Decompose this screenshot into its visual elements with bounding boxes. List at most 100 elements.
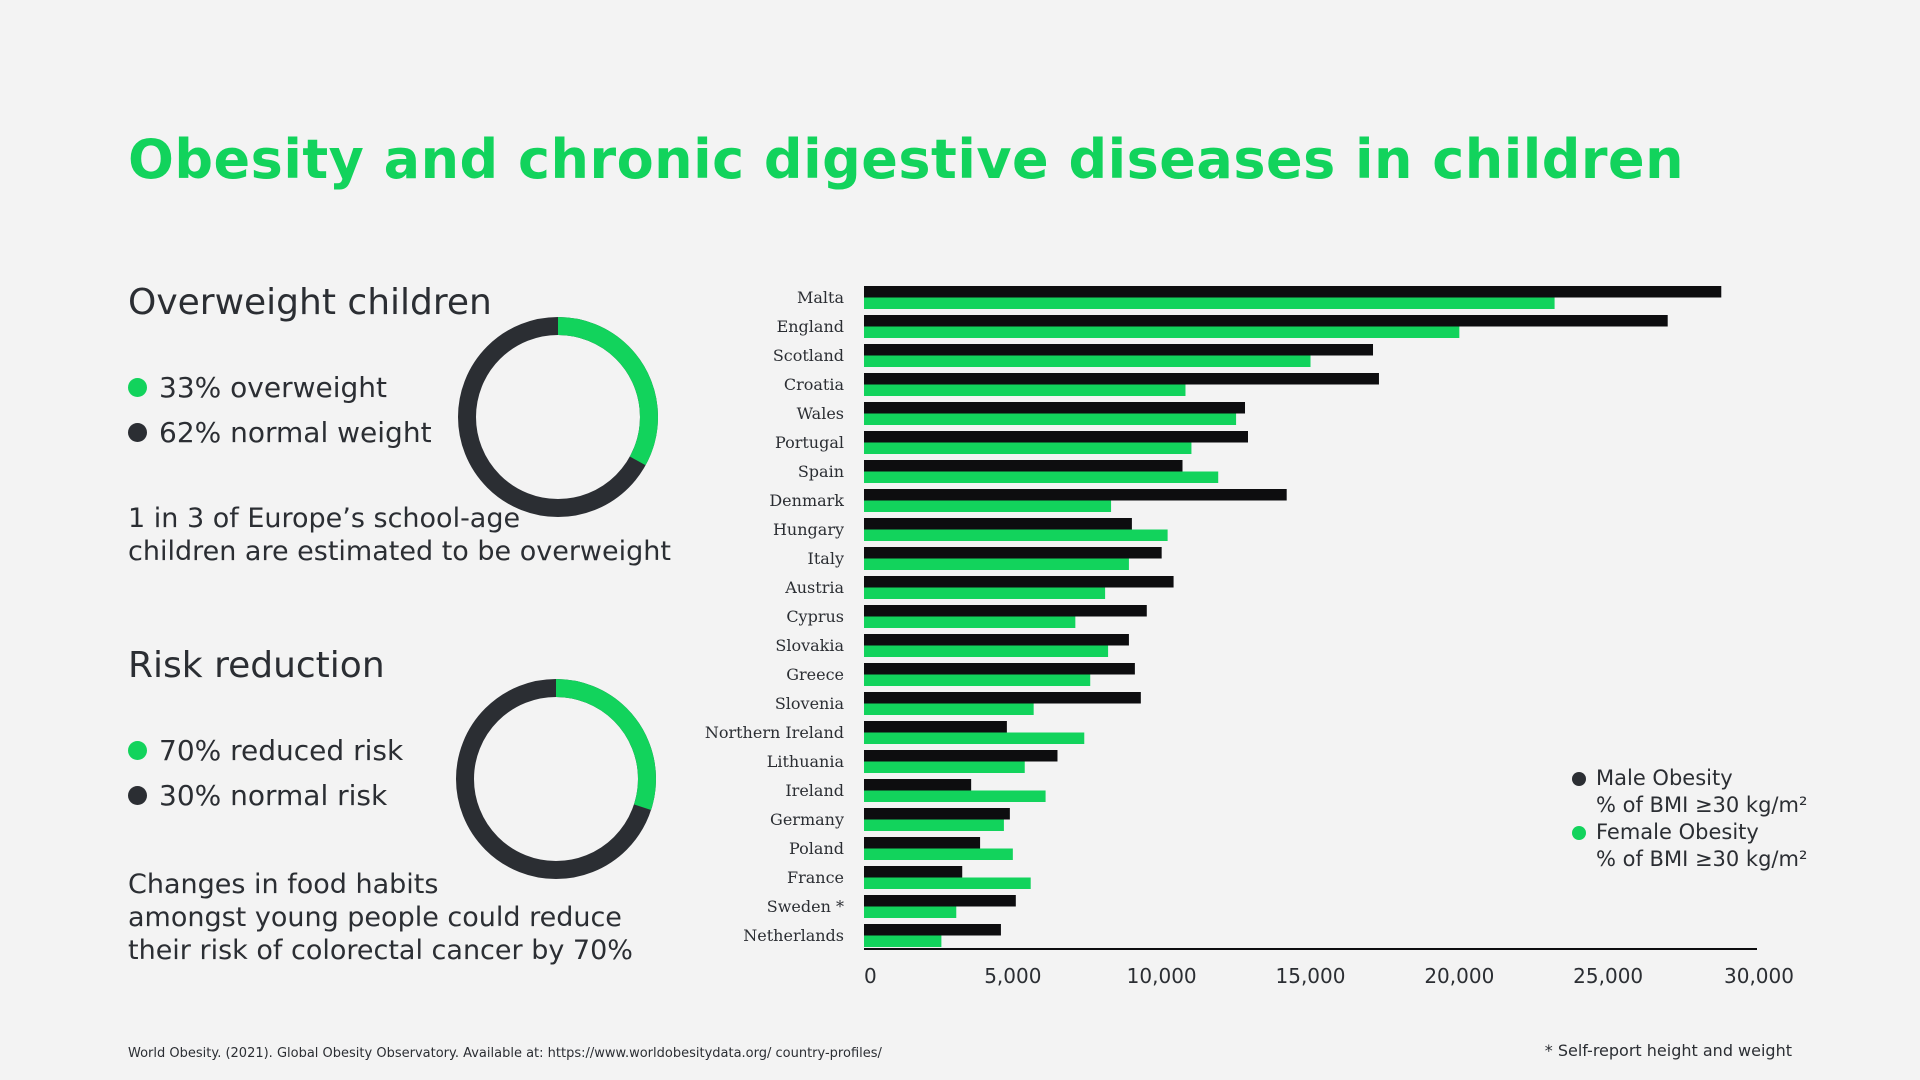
bar-female: [864, 558, 1129, 570]
normal-risk-legend-item: 30% normal risk: [128, 779, 387, 812]
x-tick-label: 25,000: [1573, 964, 1643, 988]
bar-female: [864, 703, 1034, 715]
chart-legend: Male Obesity % of BMI ≥30 kg/m² Female O…: [1572, 765, 1807, 873]
category-label: Hungary: [773, 520, 844, 539]
category-label: France: [787, 868, 844, 887]
category-label: Slovakia: [775, 636, 844, 655]
category-label: Croatia: [784, 375, 845, 394]
legend-series-name: Female Obesity: [1596, 820, 1759, 844]
page-title: Obesity and chronic digestive diseases i…: [128, 128, 1685, 191]
x-tick-label: 15,000: [1276, 964, 1346, 988]
bar-male: [864, 431, 1248, 443]
category-label: Greece: [786, 665, 844, 684]
bar-male: [864, 605, 1147, 617]
overweight-legend-item: 33% overweight: [128, 371, 387, 404]
bar-female: [864, 355, 1311, 367]
bar-female: [864, 906, 957, 918]
reduced-risk-legend-label: 70% reduced risk: [159, 734, 404, 767]
bar-female: [864, 848, 1013, 860]
overweight-heading: Overweight children: [128, 282, 492, 323]
description-line: amongst young people could reduce: [128, 902, 622, 933]
legend-female-obesity: Female Obesity % of BMI ≥30 kg/m²: [1572, 819, 1807, 873]
bar-male: [864, 460, 1183, 472]
bar-female: [864, 790, 1046, 802]
bar-female: [864, 645, 1109, 657]
bar-male: [864, 547, 1162, 559]
bar-female: [864, 326, 1460, 338]
bar-female: [864, 587, 1106, 599]
bar-female: [864, 819, 1004, 831]
bar-female: [864, 442, 1192, 454]
overweight-legend-label: 33% overweight: [159, 371, 387, 404]
category-label: Netherlands: [743, 926, 844, 945]
category-label: England: [777, 317, 844, 336]
overweight-description: 1 in 3 of Europe’s school-age children a…: [128, 502, 671, 568]
bar-female: [864, 384, 1186, 396]
x-tick-label: 30,000: [1724, 964, 1794, 988]
bar-female: [864, 471, 1219, 483]
bar-female: [864, 616, 1076, 628]
bar-male: [864, 692, 1141, 704]
bar-male: [864, 518, 1132, 530]
bar-female: [864, 935, 942, 947]
category-label: Ireland: [785, 781, 844, 800]
donut-arc-reduced-risk: [456, 679, 656, 879]
category-label: Malta: [797, 288, 844, 307]
legend-series-name: Male Obesity: [1596, 766, 1733, 790]
bar-female: [864, 674, 1091, 686]
bar-male: [864, 576, 1174, 588]
description-line: 1 in 3 of Europe’s school-age: [128, 503, 521, 534]
bar-male: [864, 779, 972, 791]
legend-series-unit: % of BMI ≥30 kg/m²: [1596, 847, 1808, 871]
bar-male: [864, 808, 1010, 820]
description-line: their risk of colorectal cancer by 70%: [128, 935, 633, 966]
normal-weight-legend-item: 62% normal weight: [128, 416, 432, 449]
category-label: Denmark: [769, 491, 844, 510]
bar-male: [864, 373, 1379, 385]
category-label: Italy: [808, 549, 844, 568]
category-label: Germany: [770, 810, 844, 829]
bar-female: [864, 413, 1237, 425]
green-dot-icon: [128, 741, 147, 760]
dark-dot-icon: [1572, 772, 1586, 786]
category-label: Wales: [797, 404, 844, 423]
reduced-risk-legend-item: 70% reduced risk: [128, 734, 403, 767]
bar-female: [864, 529, 1168, 541]
category-label: Cyprus: [786, 607, 844, 626]
bar-female: [864, 877, 1031, 889]
bar-male: [864, 721, 1007, 733]
normal-risk-legend-label: 30% normal risk: [159, 779, 388, 812]
bar-male: [864, 837, 981, 849]
bar-female: [864, 297, 1555, 309]
legend-male-obesity: Male Obesity % of BMI ≥30 kg/m²: [1572, 765, 1807, 819]
normal-weight-legend-label: 62% normal weight: [159, 416, 432, 449]
x-tick-label: 10,000: [1127, 964, 1197, 988]
x-tick-label: 0: [864, 964, 877, 988]
risk-heading: Risk reduction: [128, 645, 385, 686]
bar-male: [864, 634, 1129, 646]
bar-male: [864, 895, 1016, 907]
x-tick-label: 20,000: [1424, 964, 1494, 988]
overweight-donut: [458, 317, 658, 517]
donut-arc-overweight: [458, 317, 658, 517]
description-line: Changes in food habits: [128, 869, 439, 900]
bar-male: [864, 924, 1001, 936]
bar-female: [864, 732, 1085, 744]
category-label: Scotland: [773, 346, 844, 365]
category-label: Poland: [789, 839, 844, 858]
category-label: Slovenia: [775, 694, 845, 713]
bar-male: [864, 402, 1246, 414]
risk-donut: [456, 679, 656, 879]
x-tick-label: 5,000: [984, 964, 1041, 988]
bar-male: [864, 866, 963, 878]
category-label: Austria: [784, 578, 844, 597]
bar-male: [864, 344, 1374, 356]
category-label: Lithuania: [767, 752, 845, 771]
category-label: Portugal: [775, 433, 844, 452]
green-dot-icon: [1572, 826, 1586, 840]
risk-description: Changes in food habits amongst young peo…: [128, 868, 633, 967]
description-line: children are estimated to be overweight: [128, 536, 671, 567]
bar-male: [864, 315, 1668, 327]
bar-male: [864, 750, 1058, 762]
